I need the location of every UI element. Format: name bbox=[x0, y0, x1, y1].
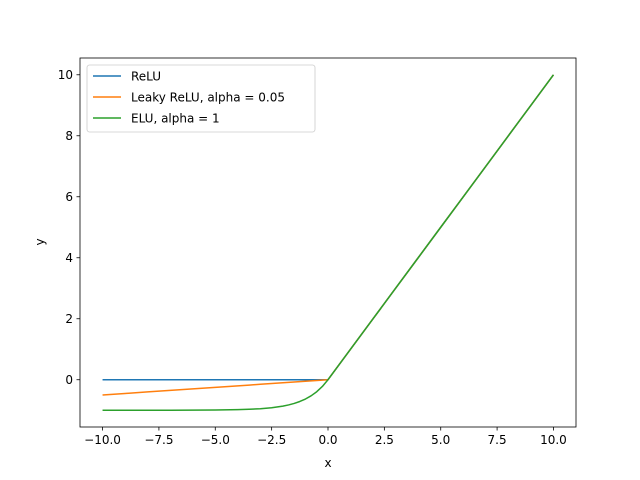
legend-label-3: ELU, alpha = 1 bbox=[131, 111, 220, 125]
y-axis: 0 2 4 6 8 10 bbox=[58, 68, 80, 387]
y-tick-label: 8 bbox=[65, 129, 73, 143]
x-tick-label: 7.5 bbox=[488, 433, 507, 447]
legend: ReLU Leaky ReLU, alpha = 0.05 ELU, alpha =… bbox=[86, 64, 316, 133]
x-tick-label: −7.5 bbox=[144, 433, 173, 447]
plot-lines bbox=[102, 74, 555, 411]
x-tick-label: 2.5 bbox=[375, 433, 394, 447]
legend-label-1: ReLU bbox=[131, 69, 161, 83]
x-axis: −10.0 −7.5 −5.0 −2.5 0.0 2.5 5.0 7.5 10.0 bbox=[84, 427, 567, 447]
x-tick-label: 5.0 bbox=[431, 433, 450, 447]
y-tick-label: 4 bbox=[65, 251, 73, 265]
x-tick-label: −5.0 bbox=[201, 433, 230, 447]
x-tick-label: 0.0 bbox=[318, 433, 337, 447]
y-tick-label: 0 bbox=[65, 373, 73, 387]
legend-label-2: Leaky ReLU, alpha = 0.05 bbox=[131, 90, 285, 104]
x-tick-label: −10.0 bbox=[84, 433, 121, 447]
x-axis-label: x bbox=[324, 456, 331, 470]
x-tick-label: −2.5 bbox=[257, 433, 286, 447]
y-tick-label: 10 bbox=[58, 68, 73, 82]
x-tick-label: 10.0 bbox=[540, 433, 567, 447]
y-axis-label: y bbox=[33, 238, 47, 245]
y-tick-label: 2 bbox=[65, 312, 73, 326]
legend-box bbox=[86, 64, 316, 133]
y-tick-label: 6 bbox=[65, 190, 73, 204]
series-line-3 bbox=[102, 74, 555, 411]
